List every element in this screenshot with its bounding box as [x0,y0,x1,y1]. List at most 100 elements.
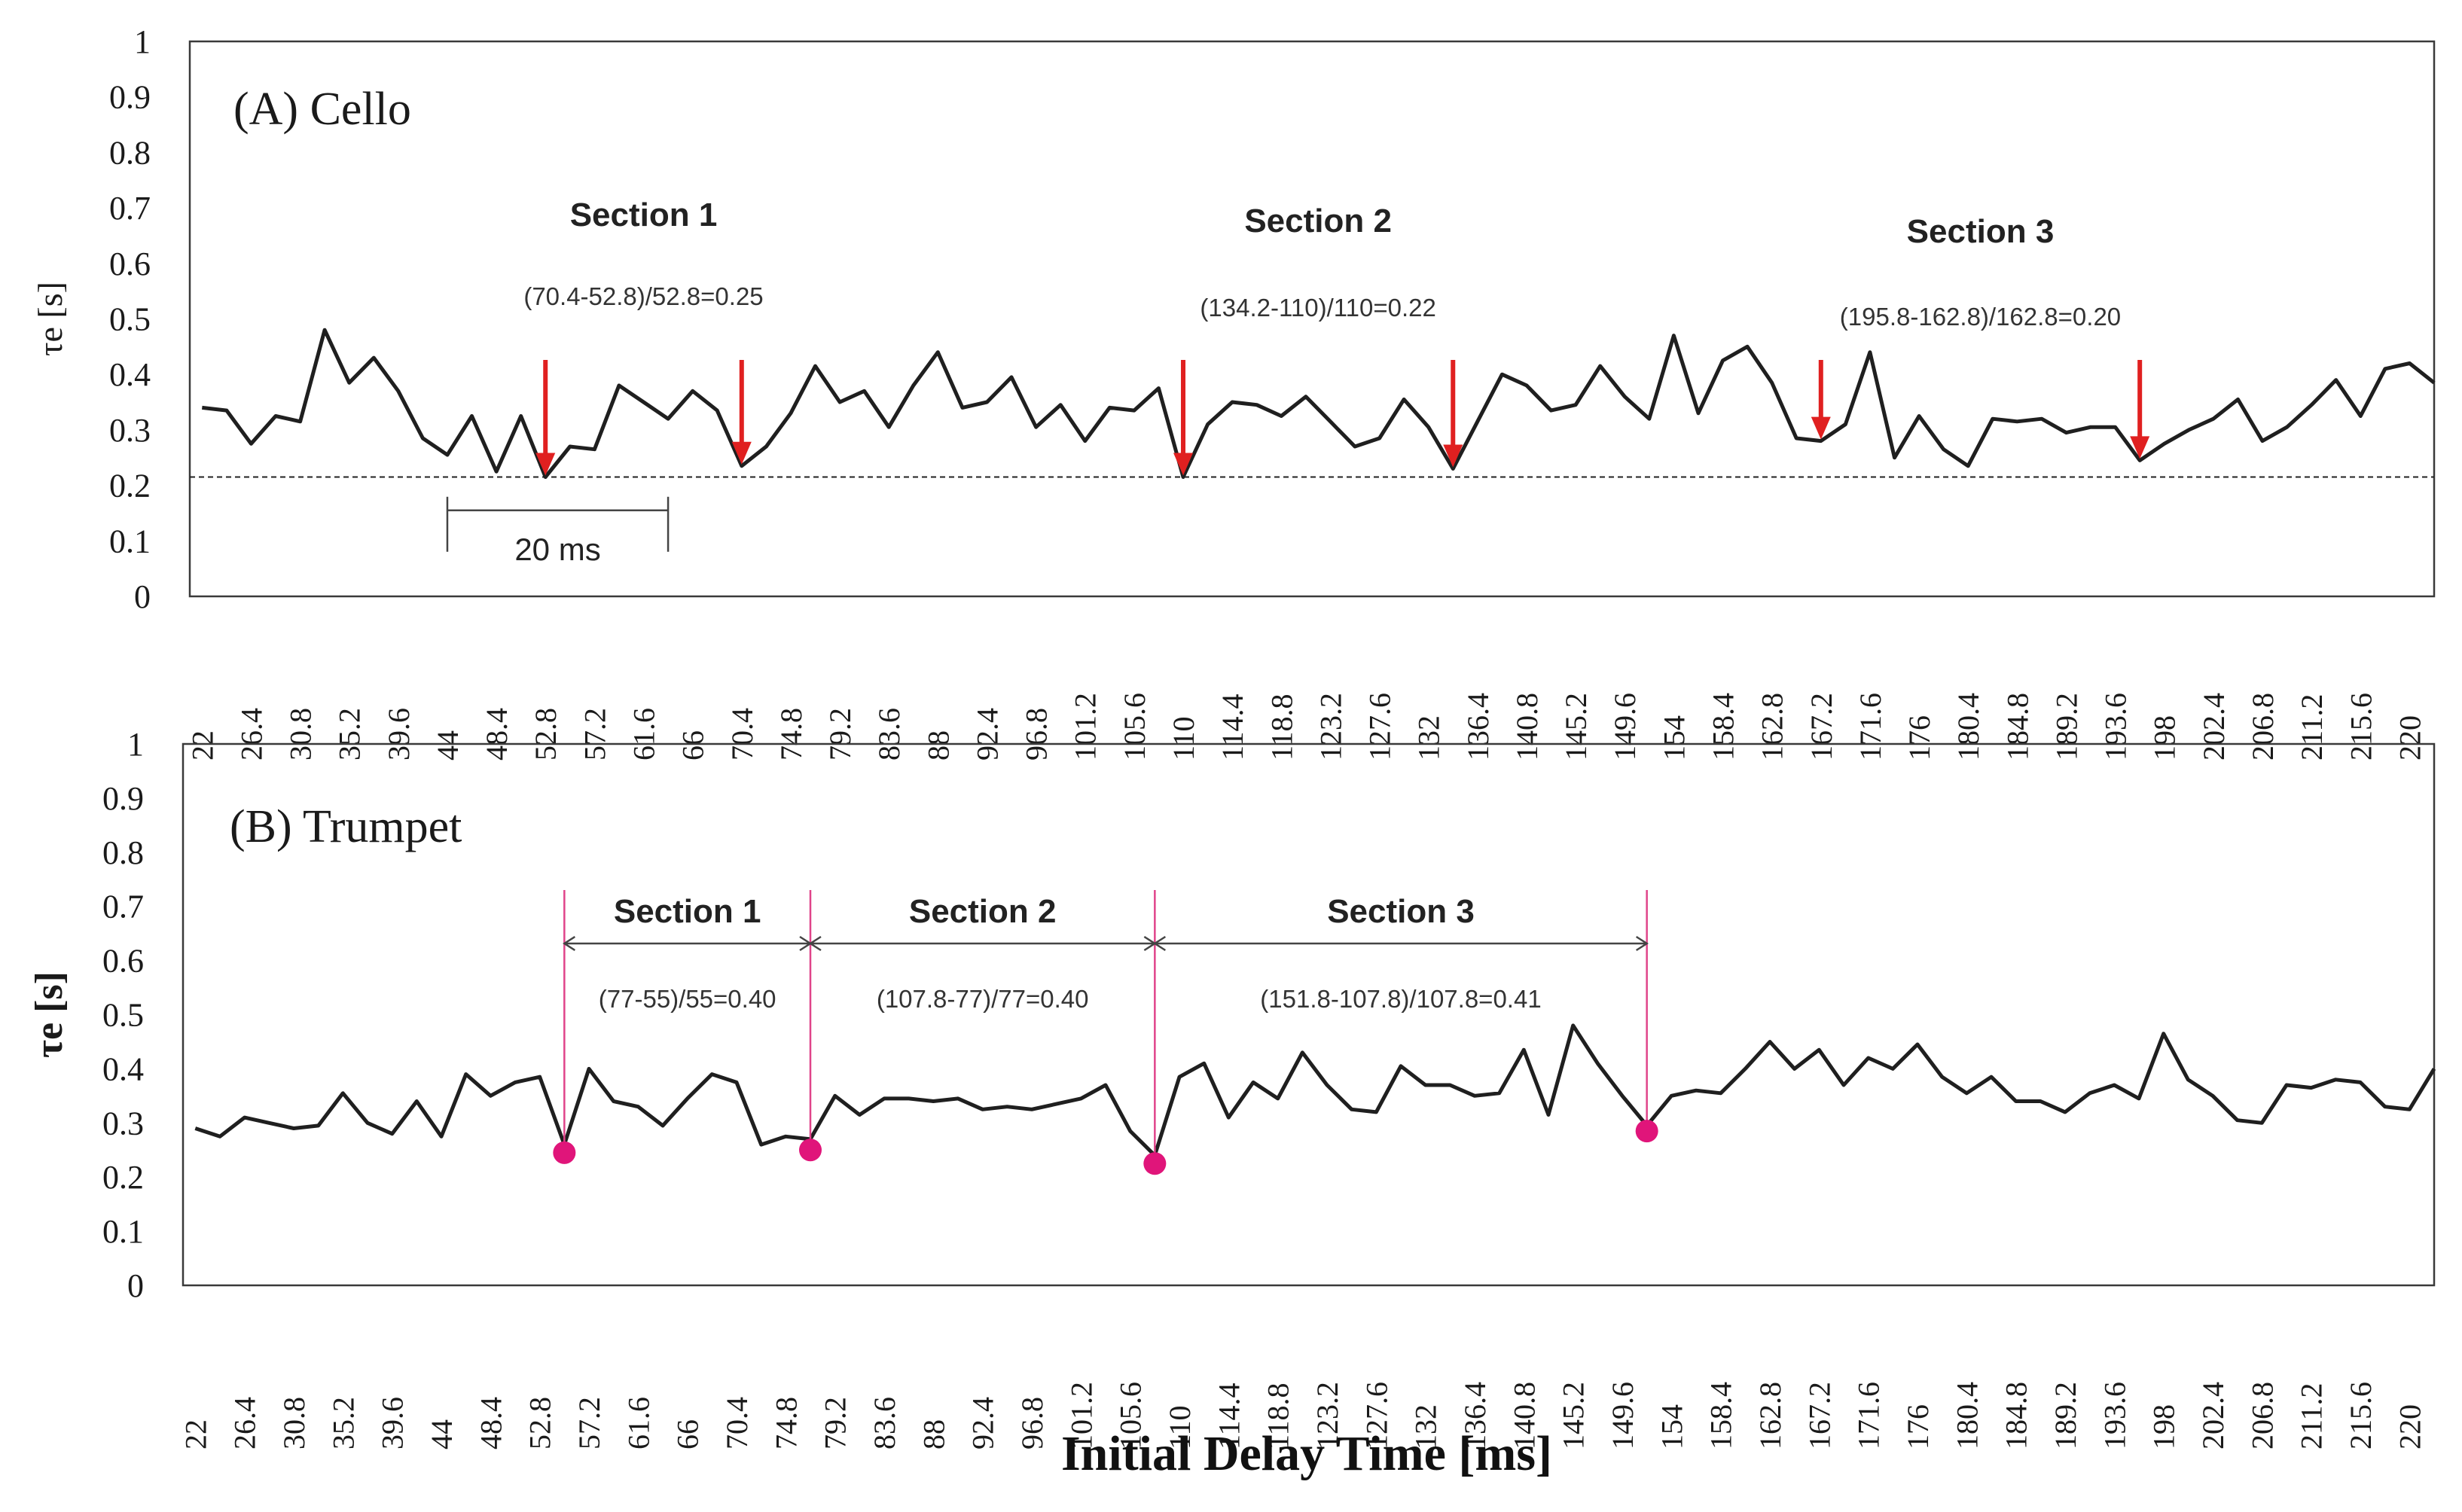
minimum-arrow-head [535,453,556,476]
x-tick-label: 215.6 [2344,1382,2378,1450]
x-tick-label: 202.4 [2197,693,2231,761]
x-tick-label: 96.8 [1015,1397,1049,1450]
plot-frame [182,742,2436,1287]
x-tick-label: 158.4 [1704,1382,1738,1450]
x-tick-label: 101.2 [1069,693,1103,761]
panel-cello: 0 0.1 0.2 0.3 0.4 0.5 0.6 0.7 0.8 0.9 1 τe [s] 22 26.… [31,23,2436,761]
section-calculation: (107.8-77)/77=0.40 [877,985,1089,1013]
x-tick-label: 70.4 [720,1397,754,1450]
y-tick-label: 1 [127,726,144,763]
x-tick-label: 48.4 [474,1397,508,1450]
y-tick-label: 0.6 [102,943,144,980]
x-tick-label: 88 [921,730,955,761]
x-tick-label: 66 [671,1419,705,1450]
minimum-arrow-head [1443,444,1463,468]
x-tick-label: 92.4 [970,708,1004,761]
y-tick-label: 0 [134,578,151,615]
x-tick-label: 154 [1657,715,1691,761]
x-tick-label: 193.6 [2097,1382,2131,1450]
x-tick-label: 83.6 [872,708,906,761]
x-tick-label: 96.8 [1020,708,1054,761]
section-label: Section 1 [614,893,761,930]
y-tick-label: 0.7 [109,190,151,227]
x-tick-label: 189.2 [2049,693,2083,761]
section-calculation: (151.8-107.8)/107.8=0.41 [1260,985,1541,1013]
x-tick-label: 176 [1902,715,1936,761]
panel-trumpet: 0 0.1 0.2 0.3 0.4 0.5 0.6 0.7 0.8 0.9 1 τe [s] 22 26.… [28,726,2436,1450]
x-tick-label: 70.4 [725,708,759,761]
section-span-arrow [1153,935,1649,952]
x-tick-label: 39.6 [376,1397,410,1450]
x-tick-label: 26.4 [228,1397,262,1450]
x-tick-label: 52.8 [529,708,563,761]
x-tick-label: 83.6 [868,1397,902,1450]
x-tick-label: 132 [1409,1404,1443,1450]
x-tick-label: 184.8 [2000,693,2034,761]
x-tick-label: 211.2 [2295,1382,2329,1450]
minimum-arrow-head [2130,436,2150,459]
x-tick-label: 105.6 [1118,693,1152,761]
x-tick-label: 101.2 [1064,1382,1098,1450]
x-tick-label: 35.2 [326,1397,360,1450]
plot-frame [188,40,2436,598]
section-label: Section 2 [1244,203,1392,239]
x-tick-label: 162.8 [1753,1382,1787,1450]
x-tick-label: 180.4 [1950,1382,1984,1450]
x-tick-label: 154 [1655,1404,1689,1450]
x-tick-label: 118.8 [1262,1382,1295,1450]
x-tick-label: 184.8 [2000,1382,2033,1450]
y-tick-label: 0.9 [102,780,144,817]
x-tick-label: 57.2 [578,708,612,761]
data-series-line [202,328,2436,479]
x-tick-label: 167.2 [1802,1382,1836,1450]
x-tick-label: 22 [178,1419,212,1450]
section-calculation: (77-55)/55=0.40 [599,985,776,1013]
x-tick-label: 114.4 [1212,1382,1246,1450]
x-tick-label: 127.6 [1363,693,1397,761]
y-tick-label: 0.5 [109,301,151,338]
minimum-arrow-head [1811,416,1831,440]
x-tick-label: 171.6 [1852,1382,1886,1450]
x-tick-label: 211.2 [2295,694,2329,761]
section-label: Section 1 [570,197,718,233]
x-tick-label: 118.8 [1265,694,1298,761]
x-tick-label: 30.8 [284,708,318,761]
x-tick-label: 136.4 [1458,1382,1492,1450]
panel-title: (A) Cello [233,84,411,135]
x-tick-label: 167.2 [1805,693,1838,761]
x-tick-label: 215.6 [2344,693,2378,761]
section-calculation: (134.2-110)/110=0.22 [1200,294,1435,322]
minimum-marker [553,1141,576,1164]
x-tick-label: 158.4 [1707,693,1740,761]
x-tick-label: 136.4 [1461,693,1495,761]
scale-bar [446,496,670,552]
section-calculation: (195.8-162.8)/162.8=0.20 [1840,303,2121,331]
minimum-arrow-head [1173,453,1194,476]
x-tick-label: 48.4 [480,708,514,761]
y-tick-label: 0 [127,1267,144,1304]
x-tick-label: 162.8 [1756,693,1789,761]
x-tick-label: 61.6 [627,708,661,761]
x-tick-label: 39.6 [382,708,416,761]
x-tick-label: 206.8 [2245,1382,2279,1450]
x-tick-label: 79.2 [819,1397,853,1450]
panel-title: (B) Trumpet [230,801,462,852]
y-tick-label: 0.1 [109,523,151,559]
x-tick-label: 206.8 [2246,693,2280,761]
section-span-arrow [808,935,1157,952]
x-tick-label: 26.4 [234,708,268,761]
y-tick-label: 0.1 [102,1213,144,1250]
y-tick-label: 1 [134,23,151,60]
y-axis-label: τe [s] [31,282,69,356]
x-tick-label: 198 [2147,1404,2181,1450]
x-tick-label: 123.2 [1310,1382,1344,1450]
y-tick-label: 0.4 [109,356,151,393]
x-tick-label: 110 [1163,1405,1197,1450]
x-tick-label: 140.8 [1507,1382,1541,1450]
minimum-marker [1635,1120,1658,1143]
y-tick-label: 0.3 [109,412,151,449]
x-tick-label: 140.8 [1510,693,1544,761]
y-tick-label: 0.3 [102,1105,144,1142]
x-tick-label: 44 [425,1419,459,1450]
